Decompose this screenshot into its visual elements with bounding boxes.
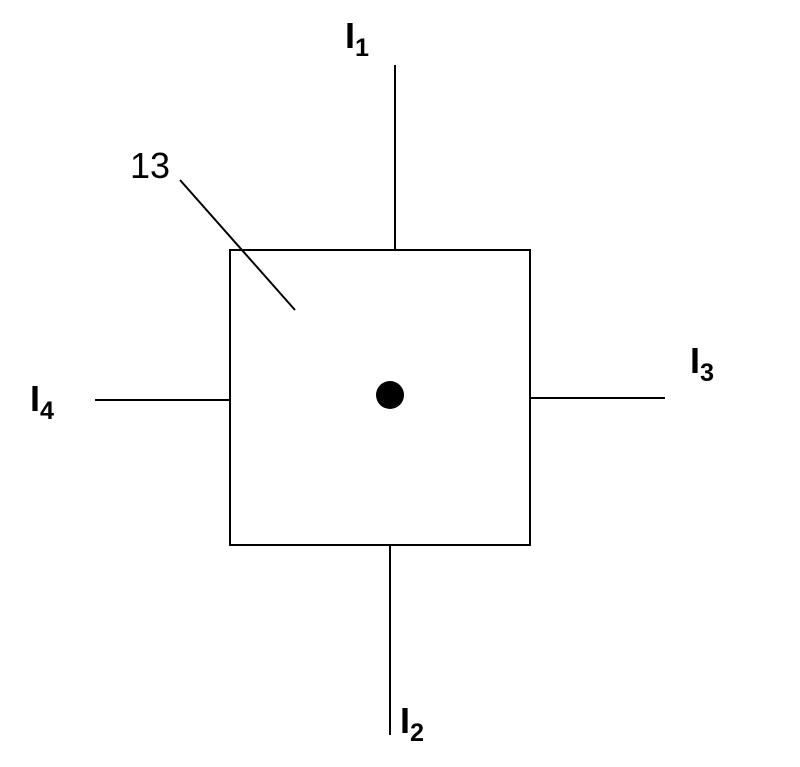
label-ref-text: 13 [130,145,170,186]
diagram-svg [0,0,800,762]
leader-line [180,180,295,310]
label-i4-main: I [30,378,40,419]
label-i1: I1 [345,15,369,63]
label-i2: I2 [400,700,424,748]
label-i4: I4 [30,378,54,426]
label-ref-13: 13 [130,145,170,187]
label-i3-main: I [690,340,700,381]
label-i3-sub: 3 [700,359,714,387]
label-i2-main: I [400,700,410,741]
center-dot [376,381,404,409]
label-i4-sub: 4 [40,397,54,425]
label-i2-sub: 2 [410,719,424,747]
label-i1-sub: 1 [355,34,369,62]
label-i1-main: I [345,15,355,56]
label-i3: I3 [690,340,714,388]
diagram-container: I1 I2 I3 I4 13 [0,0,800,762]
